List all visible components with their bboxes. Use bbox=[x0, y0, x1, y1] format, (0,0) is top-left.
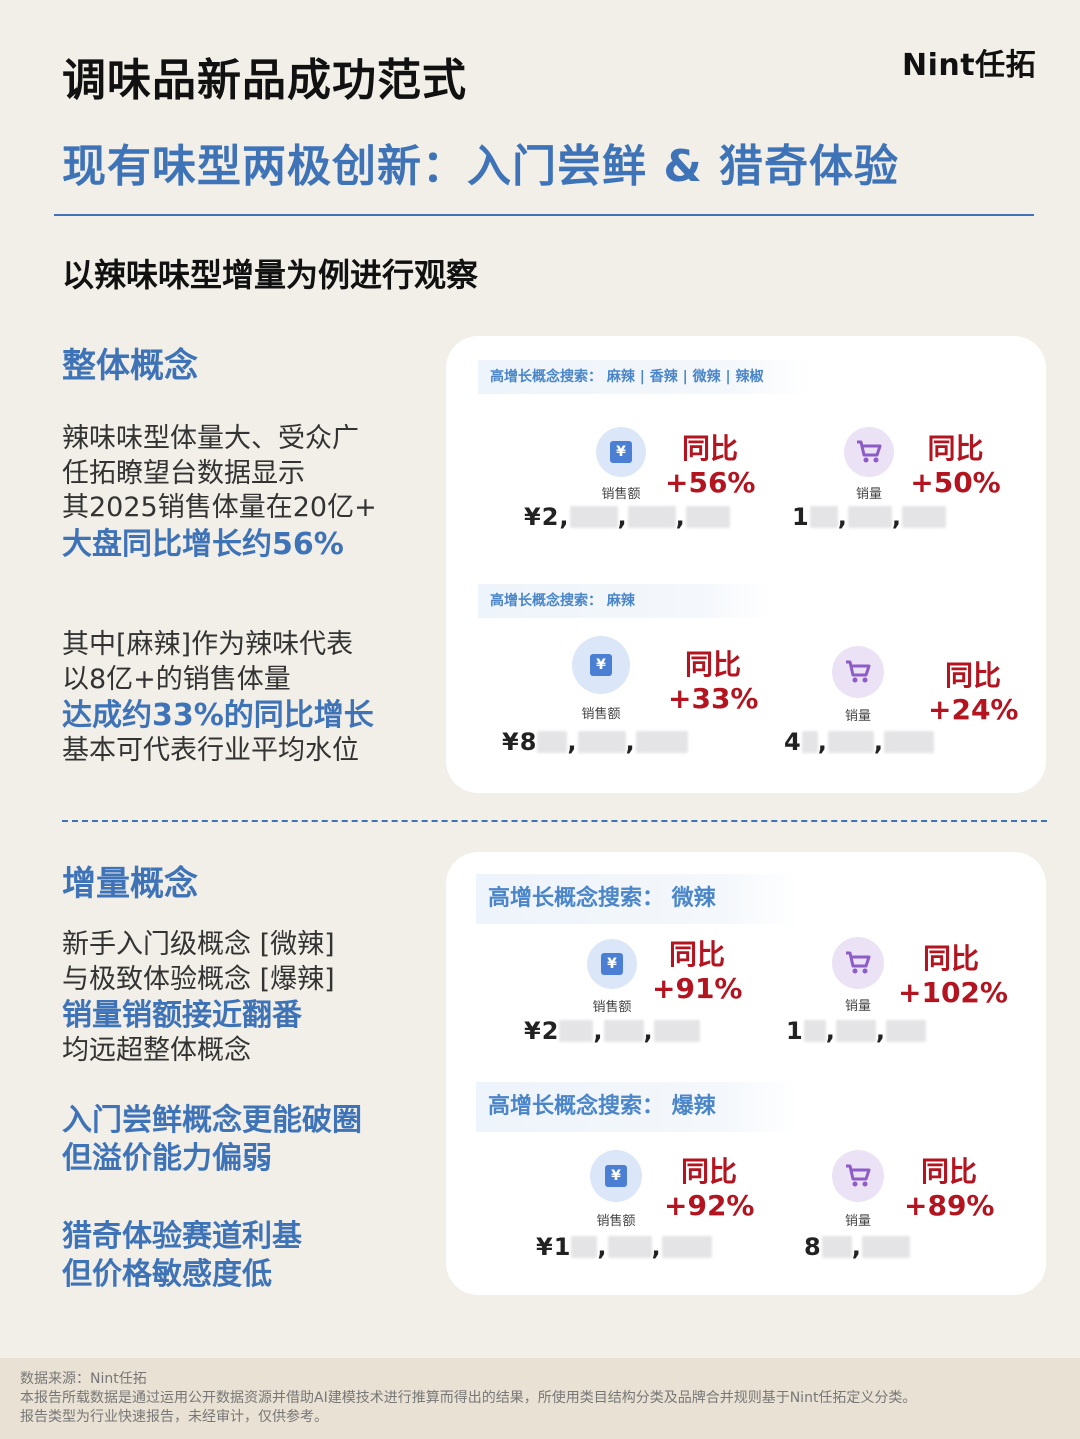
concept-search-tag: 高增长概念搜索： 爆辣 bbox=[476, 1082, 800, 1132]
yoy-label: 同比 bbox=[944, 659, 1001, 692]
overall-concept-card bbox=[446, 336, 1046, 793]
text-line: 其2025销售体量在20亿+ bbox=[62, 492, 377, 523]
text-line: 辣味味型体量大、受众广 bbox=[62, 423, 359, 454]
shopping-cart-icon bbox=[832, 937, 884, 989]
lead-text: 以辣味味型增量为例进行观察 bbox=[62, 256, 479, 294]
sales-volume-value: 1,, bbox=[786, 1017, 926, 1045]
insight-note: 入门尝鲜概念更能破圈 但溢价能力偏弱 bbox=[62, 1102, 362, 1178]
concept-search-tag: 高增长概念搜索： 微辣 bbox=[476, 874, 800, 924]
text-line: 猎奇体验赛道利基 bbox=[62, 1219, 302, 1254]
shopping-cart-icon bbox=[832, 1150, 884, 1202]
header-divider bbox=[54, 214, 1034, 216]
sales-volume-label: 销量 bbox=[855, 487, 882, 502]
sales-amount-value: ¥2,,, bbox=[524, 503, 730, 531]
section1-heading: 整体概念 bbox=[62, 346, 198, 386]
yoy-value: +33% bbox=[668, 682, 759, 715]
text-line: 基本可代表行业平均水位 bbox=[62, 734, 359, 766]
incremental-concept-card bbox=[446, 852, 1046, 1295]
yoy-block: 同比 +56% bbox=[665, 432, 755, 500]
sales-amount-icon: ¥ bbox=[590, 1150, 642, 1202]
sales-volume-value: 4,, bbox=[784, 728, 934, 756]
footer-notes: 数据来源：Nint任拓 本报告所载数据是通过运用公开数据资源并借助AI建模技术进… bbox=[20, 1370, 916, 1427]
section1-paragraph1: 辣味味型体量大、受众广 任拓瞭望台数据显示 其2025销售体量在20亿+ 大盘同… bbox=[62, 422, 377, 562]
sales-amount-label: 销售额 bbox=[592, 1000, 632, 1015]
data-source: 数据来源：Nint任拓 bbox=[20, 1371, 147, 1387]
sales-amount-value: ¥2,, bbox=[524, 1017, 700, 1045]
sales-amount-value: ¥1,, bbox=[536, 1233, 712, 1261]
section2-heading: 增量概念 bbox=[62, 864, 198, 904]
yoy-block: 同比 +89% bbox=[904, 1155, 994, 1223]
text-line: 其中[麻辣]作为辣味代表 bbox=[62, 629, 354, 660]
yoy-value: +24% bbox=[928, 693, 1019, 726]
yoy-block: 同比 +24% bbox=[928, 659, 1018, 727]
sales-volume-label: 销量 bbox=[844, 709, 871, 724]
yoy-value: +92% bbox=[664, 1189, 755, 1222]
text-line: 任拓瞭望台数据显示 bbox=[62, 457, 305, 489]
footer: 数据来源：Nint任拓 本报告所载数据是通过运用公开数据资源并借助AI建模技术进… bbox=[0, 1358, 1080, 1439]
yoy-block: 同比 +91% bbox=[652, 938, 742, 1006]
concept-search-tag: 高增长概念搜索： 麻辣 | 香辣 | 微辣 | 辣椒 bbox=[478, 360, 812, 394]
section-divider bbox=[62, 820, 1047, 822]
text-line: 与极致体验概念 [爆辣] bbox=[62, 963, 335, 995]
shopping-cart-icon bbox=[832, 646, 884, 698]
yoy-value: +56% bbox=[665, 466, 756, 499]
sales-amount-label: 销售额 bbox=[581, 707, 621, 722]
text-line: 新手入门级概念 [微辣] bbox=[62, 929, 335, 960]
yoy-label: 同比 bbox=[927, 432, 984, 465]
sales-volume-label: 销量 bbox=[844, 999, 871, 1014]
sales-amount-label: 销售额 bbox=[601, 487, 641, 502]
text-line: 入门尝鲜概念更能破圈 bbox=[62, 1103, 362, 1138]
yoy-label: 同比 bbox=[922, 942, 979, 975]
sales-amount-label: 销售额 bbox=[596, 1214, 636, 1229]
text-line: 均远超整体概念 bbox=[62, 1034, 251, 1066]
section1-paragraph2: 其中[麻辣]作为辣味代表 以8亿+的销售体量 达成约33%的同比增长 基本可代表… bbox=[62, 628, 374, 768]
sales-amount-icon: ¥ bbox=[596, 427, 646, 477]
report-type-note: 报告类型为行业快速报告，未经审计，仅供参考。 bbox=[20, 1409, 328, 1425]
yoy-block: 同比 +33% bbox=[668, 648, 758, 716]
concept-search-tag: 高增长概念搜索： 麻辣 bbox=[478, 584, 772, 618]
disclaimer: 本报告所载数据是通过运用公开数据资源并借助AI建模技术进行推算而得出的结果，所使… bbox=[20, 1390, 917, 1406]
yoy-label: 同比 bbox=[681, 432, 738, 465]
brand-logo: Nint任拓 bbox=[902, 48, 1037, 83]
yoy-label: 同比 bbox=[684, 648, 741, 681]
sales-volume-value: 8, bbox=[804, 1233, 910, 1261]
sales-amount-value: ¥8,, bbox=[502, 728, 688, 756]
yoy-value: +91% bbox=[652, 972, 743, 1005]
highlight-line: 大盘同比增长约56% bbox=[62, 526, 344, 562]
text-line: 但溢价能力偏弱 bbox=[62, 1141, 272, 1176]
yoy-block: 同比 +102% bbox=[898, 942, 1008, 1010]
section2-paragraph1: 新手入门级概念 [微辣] 与极致体验概念 [爆辣] 销量销额接近翻番 均远超整体… bbox=[62, 928, 335, 1068]
text-line: 以8亿+的销售体量 bbox=[62, 663, 291, 695]
yoy-block: 同比 +92% bbox=[664, 1155, 754, 1223]
yoy-value: +50% bbox=[910, 466, 1001, 499]
page-subtitle: 现有味型两极创新：入门尝鲜 & 猎奇体验 bbox=[62, 141, 900, 192]
yoy-label: 同比 bbox=[920, 1155, 977, 1188]
page-title: 调味品新品成功范式 bbox=[62, 55, 467, 106]
sales-volume-value: 1,, bbox=[792, 503, 946, 531]
sales-amount-icon: ¥ bbox=[572, 636, 630, 694]
text-line: 但价格敏感度低 bbox=[62, 1257, 272, 1292]
highlight-line: 销量销额接近翻番 bbox=[62, 998, 302, 1033]
yoy-block: 同比 +50% bbox=[908, 432, 1003, 500]
yoy-label: 同比 bbox=[668, 938, 725, 971]
yoy-value: +89% bbox=[904, 1189, 995, 1222]
shopping-cart-icon bbox=[844, 427, 894, 477]
insight-note: 猎奇体验赛道利基 但价格敏感度低 bbox=[62, 1218, 302, 1294]
highlight-line: 达成约33%的同比增长 bbox=[62, 698, 374, 733]
yoy-label: 同比 bbox=[680, 1155, 737, 1188]
sales-amount-icon: ¥ bbox=[587, 939, 637, 989]
sales-volume-label: 销量 bbox=[844, 1214, 871, 1229]
yoy-value: +102% bbox=[898, 976, 1008, 1009]
